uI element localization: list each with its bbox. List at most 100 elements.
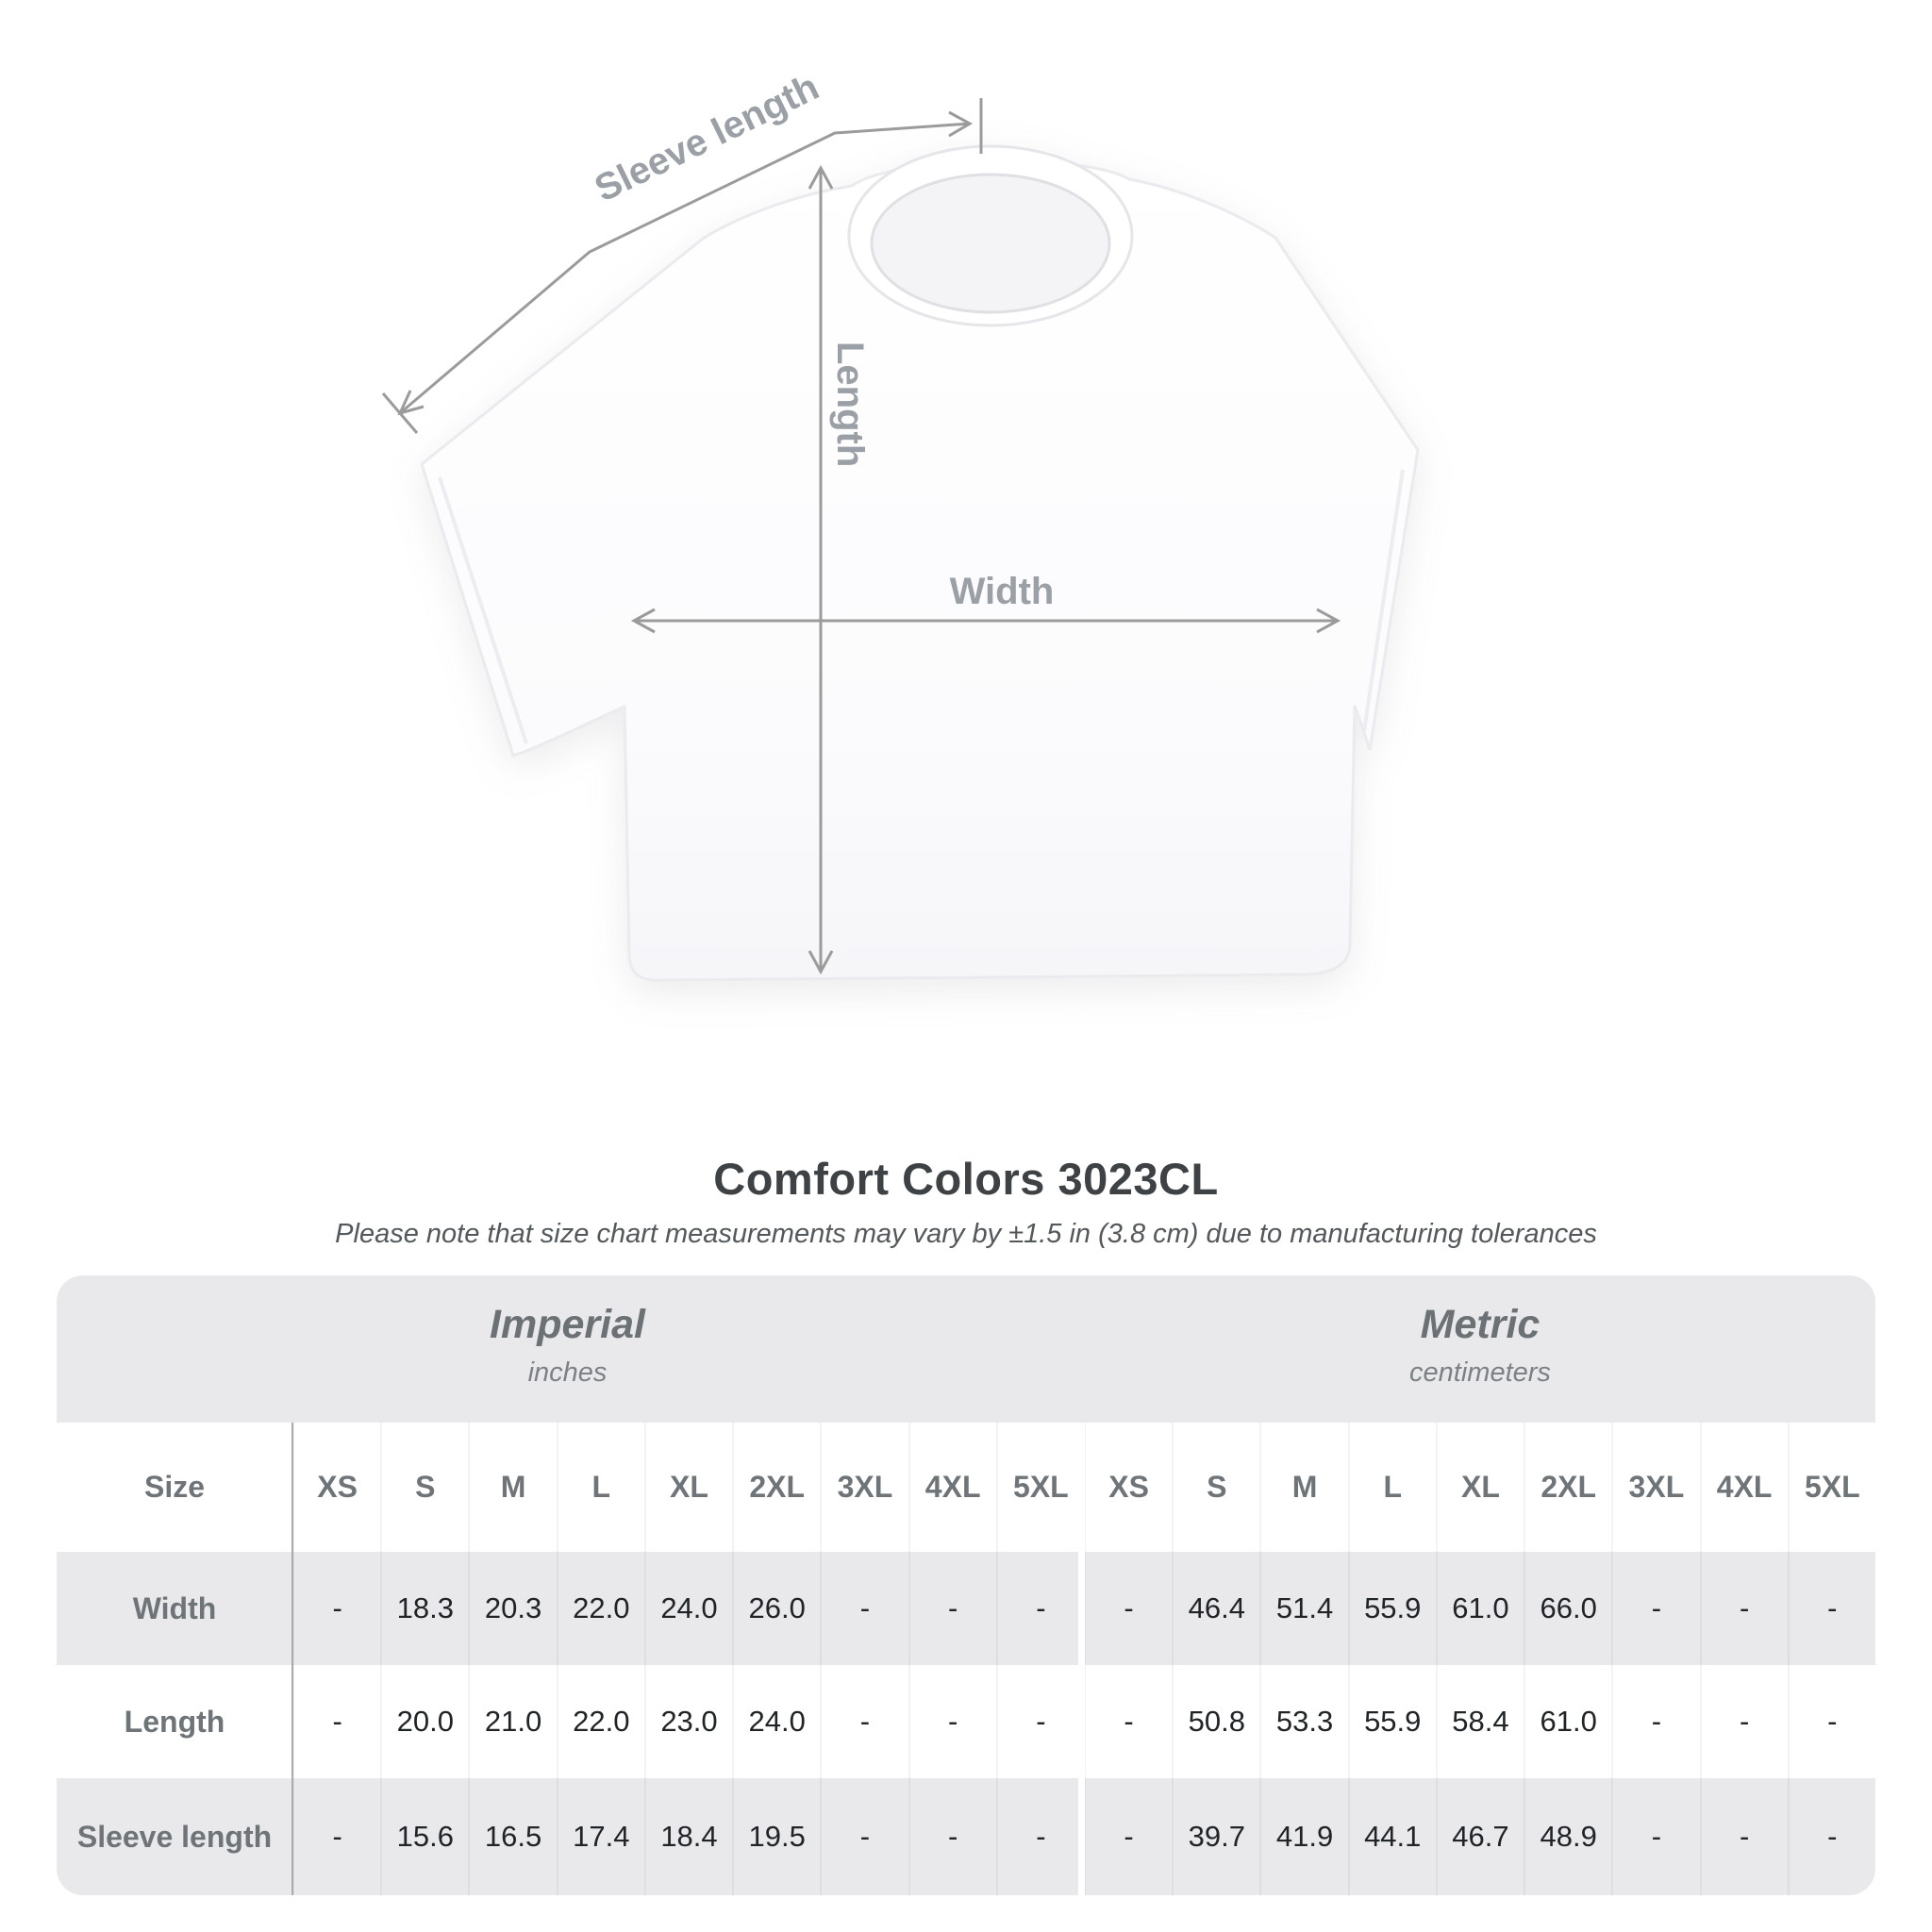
value-cell: 46.7: [1435, 1778, 1524, 1895]
size-header-cell: S: [380, 1423, 468, 1552]
value-cell: 55.9: [1347, 1552, 1436, 1665]
value-cell: -: [1787, 1552, 1875, 1665]
row-label: Width: [132, 1591, 217, 1625]
row-label: Length: [124, 1704, 225, 1739]
tshirt-image: [420, 144, 1420, 982]
value-cell: -: [995, 1778, 1084, 1895]
metric-title: Metric: [1420, 1302, 1541, 1347]
value-cell: -: [995, 1665, 1084, 1778]
size-header-cell: 3XL: [1611, 1423, 1699, 1552]
imperial-section-header: Imperial inches: [57, 1275, 1078, 1423]
value-cell: 19.5: [732, 1778, 820, 1895]
value-cell: 58.4: [1435, 1665, 1524, 1778]
size-header-cell: M: [1259, 1423, 1347, 1552]
size-header-cell: XS: [292, 1423, 380, 1552]
size-header-cell: XS: [1083, 1423, 1172, 1552]
tshirt-measurement-figure: Sleeve length Length Width: [381, 66, 1420, 982]
size-header-cell: 2XL: [1524, 1423, 1611, 1552]
size-header-cell: M: [468, 1423, 556, 1552]
size-column-header: Size: [143, 1470, 206, 1504]
value-cell: 22.0: [556, 1552, 644, 1665]
value-cell: -: [1083, 1665, 1172, 1778]
width-arrow: Width: [630, 571, 1341, 634]
metric-unit: centimeters: [1409, 1357, 1551, 1388]
sleeve-length-label: Sleeve length: [589, 66, 825, 210]
value-cell: 24.0: [643, 1552, 732, 1665]
size-header-cell: L: [1347, 1423, 1436, 1552]
value-cell: -: [1787, 1665, 1875, 1778]
value-cell: -: [292, 1778, 380, 1895]
imperial-title: Imperial: [490, 1302, 645, 1347]
value-cell: -: [1699, 1665, 1788, 1778]
value-cell: -: [1787, 1778, 1875, 1895]
value-cell: -: [1699, 1778, 1788, 1895]
value-cell: 20.3: [468, 1552, 556, 1665]
value-cell: -: [995, 1552, 1084, 1665]
value-cell: -: [908, 1552, 996, 1665]
size-table: Imperial inches Metric centimeters Size …: [57, 1275, 1875, 1895]
value-cell: 61.0: [1524, 1665, 1611, 1778]
value-cell: 46.4: [1172, 1552, 1259, 1665]
size-header-cell: 4XL: [1699, 1423, 1788, 1552]
table-row-length: Length - 20.0 21.0 22.0 23.0 24.0 - - - …: [57, 1665, 1875, 1778]
value-cell: 26.0: [732, 1552, 820, 1665]
value-cell: -: [1611, 1552, 1699, 1665]
size-header-cell: 4XL: [908, 1423, 996, 1552]
value-cell: 17.4: [556, 1778, 644, 1895]
size-header-cell: 5XL: [995, 1423, 1084, 1552]
size-header-cell: 2XL: [732, 1423, 820, 1552]
value-cell: -: [820, 1552, 908, 1665]
size-header-cell: L: [556, 1423, 644, 1552]
tolerance-note: Please note that size chart measurements…: [335, 1219, 1597, 1249]
size-column-divider: [291, 1423, 293, 1895]
page-title: Comfort Colors 3023CL: [713, 1154, 1219, 1204]
value-cell: -: [1083, 1778, 1172, 1895]
unit-system-band: Imperial inches Metric centimeters: [57, 1275, 1875, 1423]
value-cell: 41.9: [1259, 1778, 1347, 1895]
value-cell: 51.4: [1259, 1552, 1347, 1665]
value-cell: 66.0: [1524, 1552, 1611, 1665]
value-cell: 55.9: [1347, 1665, 1436, 1778]
value-cell: 21.0: [468, 1665, 556, 1778]
value-cell: 53.3: [1259, 1665, 1347, 1778]
table-row-sleeve-length: Sleeve length - 15.6 16.5 17.4 18.4 19.5…: [57, 1778, 1875, 1895]
value-cell: -: [292, 1665, 380, 1778]
length-arrow: Length: [808, 164, 871, 975]
size-header-cell: 3XL: [820, 1423, 908, 1552]
value-cell: -: [1699, 1552, 1788, 1665]
length-label: Length: [829, 341, 871, 467]
value-cell: -: [292, 1552, 380, 1665]
value-cell: 23.0: [643, 1665, 732, 1778]
value-cell: -: [820, 1665, 908, 1778]
value-cell: -: [820, 1778, 908, 1895]
value-cell: -: [908, 1665, 996, 1778]
value-cell: -: [1611, 1665, 1699, 1778]
size-header-cell: S: [1172, 1423, 1259, 1552]
value-cell: 39.7: [1172, 1778, 1259, 1895]
table-row-width: Width - 18.3 20.3 22.0 24.0 26.0 - - - -…: [57, 1552, 1875, 1665]
value-cell: 18.3: [380, 1552, 468, 1665]
table-rows: Size XS S M L XL 2XL 3XL 4XL 5XL XS S M …: [57, 1423, 1875, 1895]
size-header-cell: XL: [1435, 1423, 1524, 1552]
value-cell: 61.0: [1435, 1552, 1524, 1665]
imperial-unit: inches: [527, 1357, 608, 1388]
value-cell: 15.6: [380, 1778, 468, 1895]
size-header-cell: XL: [643, 1423, 732, 1552]
value-cell: 18.4: [643, 1778, 732, 1895]
metric-section-header: Metric centimeters: [1085, 1275, 1875, 1423]
width-label: Width: [950, 571, 1055, 612]
value-cell: -: [1611, 1778, 1699, 1895]
value-cell: 44.1: [1347, 1778, 1436, 1895]
imperial-metric-divider: [1078, 1423, 1085, 1895]
value-cell: 16.5: [468, 1778, 556, 1895]
value-cell: 24.0: [732, 1665, 820, 1778]
value-cell: 20.0: [380, 1665, 468, 1778]
value-cell: 50.8: [1172, 1665, 1259, 1778]
value-cell: -: [908, 1778, 996, 1895]
value-cell: 48.9: [1524, 1778, 1611, 1895]
value-cell: -: [1083, 1552, 1172, 1665]
row-label: Sleeve length: [76, 1819, 273, 1854]
table-header-row: Size XS S M L XL 2XL 3XL 4XL 5XL XS S M …: [57, 1423, 1875, 1552]
value-cell: 22.0: [556, 1665, 644, 1778]
